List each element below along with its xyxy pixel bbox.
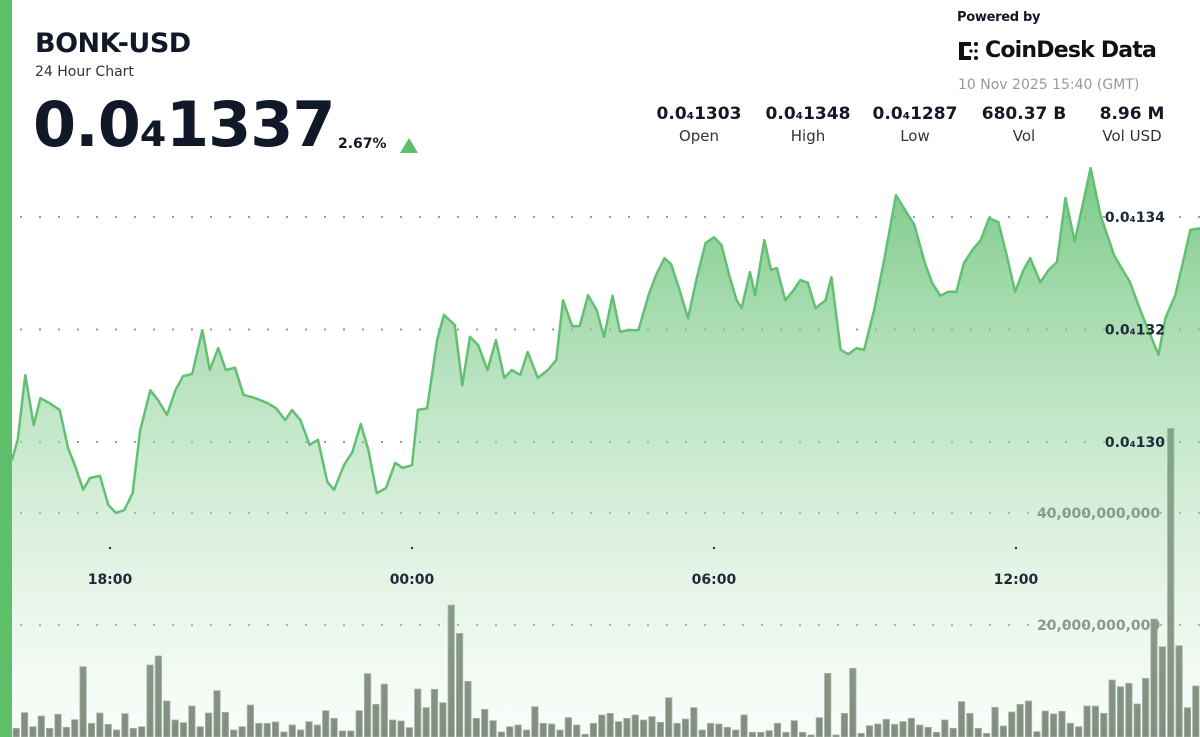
price-area <box>12 168 1200 737</box>
x-tick-label: 06:00 <box>692 572 737 588</box>
page-title: BONK-USD <box>35 28 191 59</box>
stat-label: High <box>790 127 826 145</box>
x-tick-label: 00:00 <box>390 572 435 588</box>
price-tick-label: 0.0₄134 <box>1105 210 1165 226</box>
powered-by: Powered by <box>957 10 1041 25</box>
y-axis: 0.0₄134 0.0₄132 0.0₄130 40,000,000,000 20,00… <box>1037 210 1165 634</box>
x-axis: 18:00 00:00 06:00 12:00 <box>88 546 1039 588</box>
accent-bar <box>0 0 12 737</box>
timestamp: 10 Nov 2025 15:40 (GMT) <box>958 77 1140 93</box>
stat-value: 8.96 M <box>1099 104 1165 124</box>
stat-label: Open <box>678 127 720 145</box>
stat-low: 0.0₄1287 Low <box>860 104 970 145</box>
stat-label: Low <box>900 127 930 145</box>
price-change: 2.67% <box>338 136 387 152</box>
stat-label: Vol <box>1012 127 1036 145</box>
price-tick-label: 0.0₄130 <box>1105 435 1165 451</box>
up-arrow-icon <box>400 138 418 153</box>
price-line <box>10 166 1200 515</box>
volume-tick-label: 20,000,000,000 <box>1037 618 1160 634</box>
stat-label: Vol USD <box>1102 127 1162 145</box>
stat-value: 0.0₄1287 <box>872 104 958 124</box>
coindesk-logo-icon <box>959 41 978 60</box>
x-tick-mark <box>712 546 716 550</box>
x-tick-mark <box>410 546 414 550</box>
x-tick-mark <box>108 546 112 550</box>
stat-value: 0.0₄1348 <box>765 104 851 124</box>
x-tick-label: 12:00 <box>994 572 1039 588</box>
brand-name: CoinDesk Data <box>985 38 1157 63</box>
volume-tick-label: 40,000,000,000 <box>1037 506 1160 522</box>
coindesk-logo: CoinDesk Data <box>957 38 1157 63</box>
x-tick-label: 18:00 <box>88 572 133 588</box>
x-tick-mark <box>1014 546 1018 550</box>
stat-vol: 680.37 B Vol <box>969 104 1079 145</box>
stat-high: 0.0₄1348 High <box>753 104 863 145</box>
stat-open: 0.0₄1303 Open <box>644 104 754 145</box>
stat-vol-usd: 8.96 M Vol USD <box>1077 104 1187 145</box>
chart-subtitle: 24 Hour Chart <box>35 64 134 80</box>
price-tick-label: 0.0₄132 <box>1105 323 1165 339</box>
stat-value: 680.37 B <box>981 104 1067 124</box>
stat-value: 0.0₄1303 <box>656 104 742 124</box>
current-price: 0.0₄1337 <box>33 88 336 161</box>
